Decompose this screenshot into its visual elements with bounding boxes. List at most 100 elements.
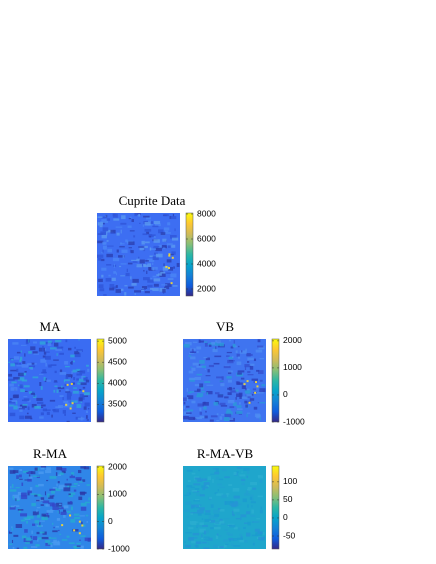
image-texture	[228, 360, 234, 362]
image-texture	[191, 400, 196, 404]
image-texture	[228, 356, 233, 360]
image-texture	[55, 340, 62, 343]
image-texture	[242, 498, 247, 503]
image-texture	[167, 253, 174, 256]
image-texture	[40, 466, 45, 470]
image-texture	[190, 366, 193, 368]
image-hotspot	[256, 385, 259, 388]
image-texture	[194, 498, 200, 501]
image-texture	[252, 388, 257, 391]
image-texture	[34, 467, 38, 471]
image-texture	[213, 348, 216, 350]
image-hotspot	[168, 253, 171, 256]
image-texture	[43, 351, 47, 355]
image-texture	[68, 542, 75, 545]
image-texture	[129, 216, 132, 219]
image-texture	[215, 476, 219, 480]
image-texture	[77, 469, 82, 474]
image-texture	[199, 494, 205, 497]
image-texture	[206, 530, 210, 534]
image-texture	[73, 376, 76, 381]
image-texture	[76, 404, 82, 408]
image-texture	[155, 247, 162, 252]
image-texture	[73, 513, 80, 516]
image-texture	[233, 508, 240, 512]
image-texture	[31, 530, 33, 534]
image-texture	[16, 351, 21, 354]
image-texture	[186, 524, 192, 526]
image-texture	[214, 355, 222, 358]
image-texture	[119, 242, 122, 245]
image-texture	[23, 546, 28, 549]
image-texture	[27, 492, 30, 496]
image-texture	[186, 388, 189, 392]
image-texture	[87, 408, 90, 410]
image-texture	[149, 247, 152, 251]
image-texture	[78, 350, 82, 352]
image-texture	[80, 535, 86, 537]
image-texture	[183, 397, 187, 402]
image-texture	[10, 505, 15, 508]
image-texture	[244, 366, 247, 370]
image-texture	[59, 395, 64, 398]
image-texture	[83, 406, 87, 410]
image-texture	[227, 370, 233, 373]
image-texture	[166, 272, 171, 274]
image-texture	[15, 487, 20, 489]
image-texture	[79, 393, 84, 398]
image-texture	[205, 343, 212, 346]
image-texture	[253, 521, 260, 523]
panel-title: Cuprite Data	[119, 193, 186, 208]
image-texture	[36, 509, 38, 513]
image-texture	[36, 507, 41, 509]
image-hotspot	[65, 403, 68, 406]
image-texture	[236, 405, 242, 408]
image-texture	[74, 353, 81, 358]
image-texture	[55, 488, 61, 492]
image-texture	[152, 262, 154, 266]
image-texture	[226, 532, 231, 535]
image-texture	[195, 541, 202, 544]
image-texture	[8, 467, 14, 470]
image-texture	[192, 341, 198, 343]
image-texture	[8, 543, 13, 545]
image-texture	[121, 215, 126, 220]
image-hotspot	[254, 391, 257, 394]
image-texture	[186, 395, 194, 400]
image-hotspot	[61, 524, 64, 527]
image-texture	[139, 247, 145, 251]
image-texture	[84, 501, 91, 504]
image-texture	[259, 357, 265, 360]
image-texture	[190, 486, 195, 489]
image-texture	[115, 289, 121, 293]
image-texture	[32, 536, 38, 541]
image-texture	[56, 389, 59, 394]
image-texture	[79, 515, 85, 517]
image-texture	[189, 521, 197, 525]
image-texture	[203, 482, 210, 486]
image-texture	[158, 244, 163, 248]
image-texture	[125, 272, 130, 277]
image-texture	[64, 383, 67, 387]
image-texture	[111, 277, 116, 282]
image-texture	[53, 409, 59, 413]
image-texture	[186, 469, 193, 472]
image-texture	[138, 256, 140, 259]
image-texture	[81, 375, 84, 380]
image-texture	[98, 278, 103, 283]
image-texture	[63, 514, 66, 518]
image-texture	[218, 508, 225, 512]
image-texture	[63, 471, 66, 473]
colorbar-tick-label: 4000	[108, 377, 127, 387]
image-texture	[70, 519, 76, 523]
image-texture	[46, 379, 51, 382]
image-texture	[215, 346, 217, 351]
image-texture	[153, 278, 161, 282]
image-texture	[212, 468, 219, 470]
image-texture	[18, 372, 24, 377]
image-texture	[72, 528, 79, 532]
image-texture	[229, 539, 232, 542]
image-texture	[106, 229, 113, 233]
image-texture	[245, 490, 249, 495]
image-texture	[86, 484, 90, 486]
